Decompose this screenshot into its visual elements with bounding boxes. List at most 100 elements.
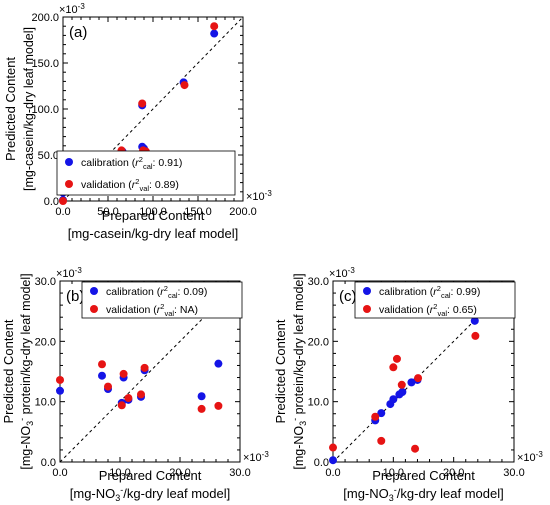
validation-point — [411, 444, 420, 453]
legend-box — [81, 281, 243, 319]
legend-marker-validation — [90, 305, 98, 313]
validation-point — [377, 436, 386, 445]
panel-b: 0.0 10.0 20.0 30.00.010.020.030.0×10-3×10-3… — [1, 266, 269, 503]
validation-point — [392, 354, 401, 363]
x-tick-label: 20.0 — [443, 467, 464, 479]
legend: calibration (r2cal: 0.99) validation (r2v… — [354, 281, 516, 319]
validation-point — [471, 331, 480, 340]
identity-line — [332, 280, 515, 463]
validation-point — [140, 363, 149, 372]
calibration-point — [56, 386, 64, 395]
legend-box — [56, 150, 236, 196]
legend-label-validation: validation (r2val: 0.89) — [81, 177, 179, 193]
legend: calibration (r2cal: 0.09) validation (r2v… — [81, 281, 243, 319]
calibration-point — [377, 409, 386, 418]
calibration-point — [407, 378, 416, 387]
y-tick-label: 0.0 — [41, 457, 56, 469]
x-tick-label: 30.0 — [229, 467, 250, 479]
validation-point — [197, 404, 206, 413]
x-tick-label: 0.0 — [52, 467, 67, 479]
legend-label-validation: validation (r2val: 0.65) — [379, 302, 477, 318]
validation-point — [124, 394, 133, 403]
x-tick-label: 0.0 — [55, 206, 70, 218]
legend-label-calibration: calibration (r2cal: 0.91) — [81, 155, 182, 171]
y-axis-unit: [mg-casein/kg-dry leaf model] — [22, 27, 36, 191]
validation-point — [56, 375, 64, 384]
calibration-point — [389, 395, 398, 404]
legend-marker-validation — [363, 305, 371, 313]
x-axis-title: Prepared Content — [102, 208, 205, 223]
panel-c: 0.0 10.0 20.0 30.00.010.020.030.0×10-3×10-3… — [273, 266, 543, 503]
plot-frame — [59, 280, 241, 463]
x-axis-title: Prepared Content — [372, 468, 475, 483]
calibration-point — [197, 392, 206, 401]
validation-point — [397, 380, 406, 389]
legend-marker-calibration — [90, 287, 98, 295]
x-tick-label: 30.0 — [503, 467, 524, 479]
validation-point — [98, 360, 106, 369]
x-tick-label: 10.0 — [109, 467, 130, 479]
validation-point — [414, 374, 423, 383]
legend-marker-validation — [65, 180, 73, 188]
y-axis-unit: [mg-NO3- protein/kg-dry leaf model] — [17, 273, 35, 469]
x-tick-label: 200.0 — [229, 206, 257, 218]
y-exponent-label: ×10-3 — [329, 266, 355, 280]
validation-point — [180, 81, 189, 90]
y-exponent-label: ×10-3 — [56, 266, 82, 280]
calibration-point — [214, 359, 223, 368]
calibration-point — [210, 29, 219, 38]
validation-point — [389, 363, 398, 372]
y-tick-label: 150.0 — [31, 58, 59, 70]
validation-point — [117, 401, 126, 410]
panel-label: (a) — [69, 24, 87, 41]
y-axis-unit: [mg-NO3- protein/kg-dry leaf model] — [290, 273, 308, 469]
validation-point — [371, 412, 380, 421]
y-exponent-label: ×10-3 — [59, 2, 85, 16]
x-axis-unit: [mg-NO3-/kg-dry leaf model] — [343, 485, 503, 503]
y-tick-label: 10.0 — [308, 397, 329, 409]
legend: calibration (r2cal: 0.91) validation (r2v… — [56, 150, 236, 196]
validation-point — [214, 401, 223, 410]
legend-box — [354, 281, 516, 319]
legend-label-validation: validation (r2val: NA) — [106, 302, 198, 318]
validation-point — [210, 22, 219, 31]
validation-point — [59, 197, 67, 205]
y-axis-title: Predicted Content — [1, 319, 16, 423]
x-tick-label: 50.0 — [97, 206, 118, 218]
y-tick-label: 20.0 — [35, 336, 56, 348]
x-tick-label: 10.0 — [383, 467, 404, 479]
x-exponent-label: ×10-3 — [246, 189, 272, 203]
y-tick-label: 50.0 — [38, 150, 59, 162]
calibration-point — [329, 456, 337, 465]
y-tick-label: 20.0 — [308, 336, 329, 348]
plot-frame — [332, 280, 515, 463]
y-tick-label: 30.0 — [35, 276, 56, 288]
calibration-point — [398, 388, 407, 397]
x-axis-unit: [mg-NO3-/kg-dry leaf model] — [70, 485, 230, 503]
y-tick-label: 100.0 — [31, 104, 59, 116]
x-tick-label: 20.0 — [169, 467, 190, 479]
y-axis-title: Predicted Content — [273, 319, 288, 423]
legend-marker-calibration — [65, 158, 73, 166]
y-tick-label: 0.0 — [44, 196, 59, 208]
panel-label: (b) — [66, 288, 84, 305]
y-tick-label: 10.0 — [35, 397, 56, 409]
x-exponent-label: ×10-3 — [517, 450, 543, 464]
y-axis-title: Predicted Content — [3, 57, 18, 161]
x-tick-label: 100.0 — [139, 206, 167, 218]
validation-point — [138, 99, 147, 108]
x-exponent-label: ×10-3 — [243, 450, 269, 464]
validation-point — [104, 382, 112, 391]
calibration-point — [98, 371, 106, 380]
legend-label-calibration: calibration (r2cal: 0.09) — [106, 284, 207, 300]
x-tick-label: 0.0 — [325, 467, 340, 479]
calibration-point — [470, 316, 479, 325]
x-axis-title: Prepared Content — [99, 468, 202, 483]
legend-marker-calibration — [363, 287, 371, 295]
y-tick-label: 200.0 — [31, 12, 59, 24]
x-axis-unit: [mg-casein/kg-dry leaf model] — [68, 226, 239, 241]
validation-point — [137, 390, 145, 399]
panel-a: 0.0 50.0 100.0 150.0 200.0 0.0 50.0 100.0 150.0 2… — [3, 2, 272, 241]
panel-label: (c) — [339, 288, 357, 305]
